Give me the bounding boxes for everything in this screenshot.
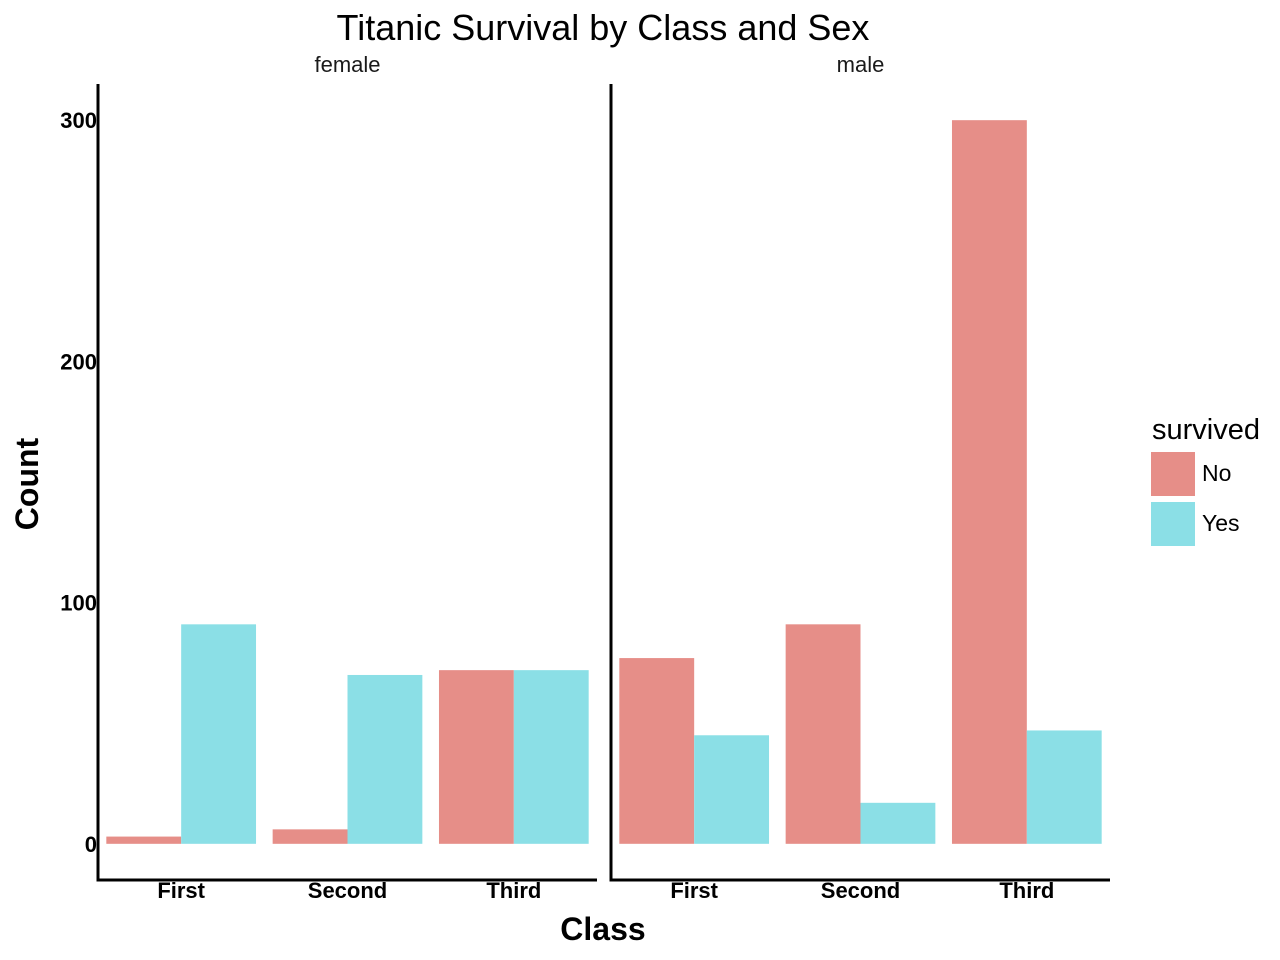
bar-male-second-yes: [860, 802, 936, 844]
bar-male-second-no: [785, 624, 861, 844]
y-tick-label-100: 100: [60, 591, 97, 616]
legend-label-yes: Yes: [1202, 510, 1240, 536]
x-tick-label-female-third: Third: [486, 878, 541, 903]
legend-swatch-no: [1151, 452, 1195, 496]
y-axis-title: Count: [9, 437, 45, 530]
y-tick-label-300: 300: [60, 108, 97, 133]
y-tick-label-0: 0: [85, 832, 97, 857]
bar-female-first-yes: [181, 624, 257, 844]
x-tick-label-female-first: First: [157, 878, 205, 903]
legend: survived No Yes: [1151, 414, 1260, 546]
bar-male-third-no: [951, 120, 1027, 844]
facet-label-female: female: [314, 52, 380, 77]
bar-male-third-yes: [1026, 730, 1102, 844]
x-tick-label-male-second: Second: [821, 878, 900, 903]
bar-female-second-yes: [347, 674, 423, 844]
bar-male-first-yes: [694, 735, 770, 844]
x-tick-label-male-first: First: [670, 878, 718, 903]
legend-label-no: No: [1202, 460, 1231, 486]
legend-entries: No Yes: [1151, 452, 1240, 546]
x-axis-title: Class: [560, 911, 645, 947]
facet-panel-male: male First Second Third: [609, 52, 1110, 903]
facet-panels: female First Second Third 0 100 200 300 male Firs…: [60, 52, 1110, 903]
y-tick-label-200: 200: [60, 349, 97, 374]
x-tick-label-male-third: Third: [999, 878, 1054, 903]
bar-female-third-no: [438, 670, 514, 844]
x-tick-label-female-second: Second: [308, 878, 387, 903]
bar-female-third-yes: [513, 670, 589, 844]
chart-title: Titanic Survival by Class and Sex: [337, 7, 870, 48]
bar-male-first-no: [619, 658, 695, 844]
bar-female-first-no: [106, 836, 182, 844]
facet-panel-female: female First Second Third 0 100 200 300: [60, 52, 597, 903]
legend-title: survived: [1152, 414, 1260, 446]
legend-swatch-yes: [1151, 502, 1195, 546]
bar-female-second-no: [272, 829, 348, 844]
facet-label-male: male: [837, 52, 885, 77]
